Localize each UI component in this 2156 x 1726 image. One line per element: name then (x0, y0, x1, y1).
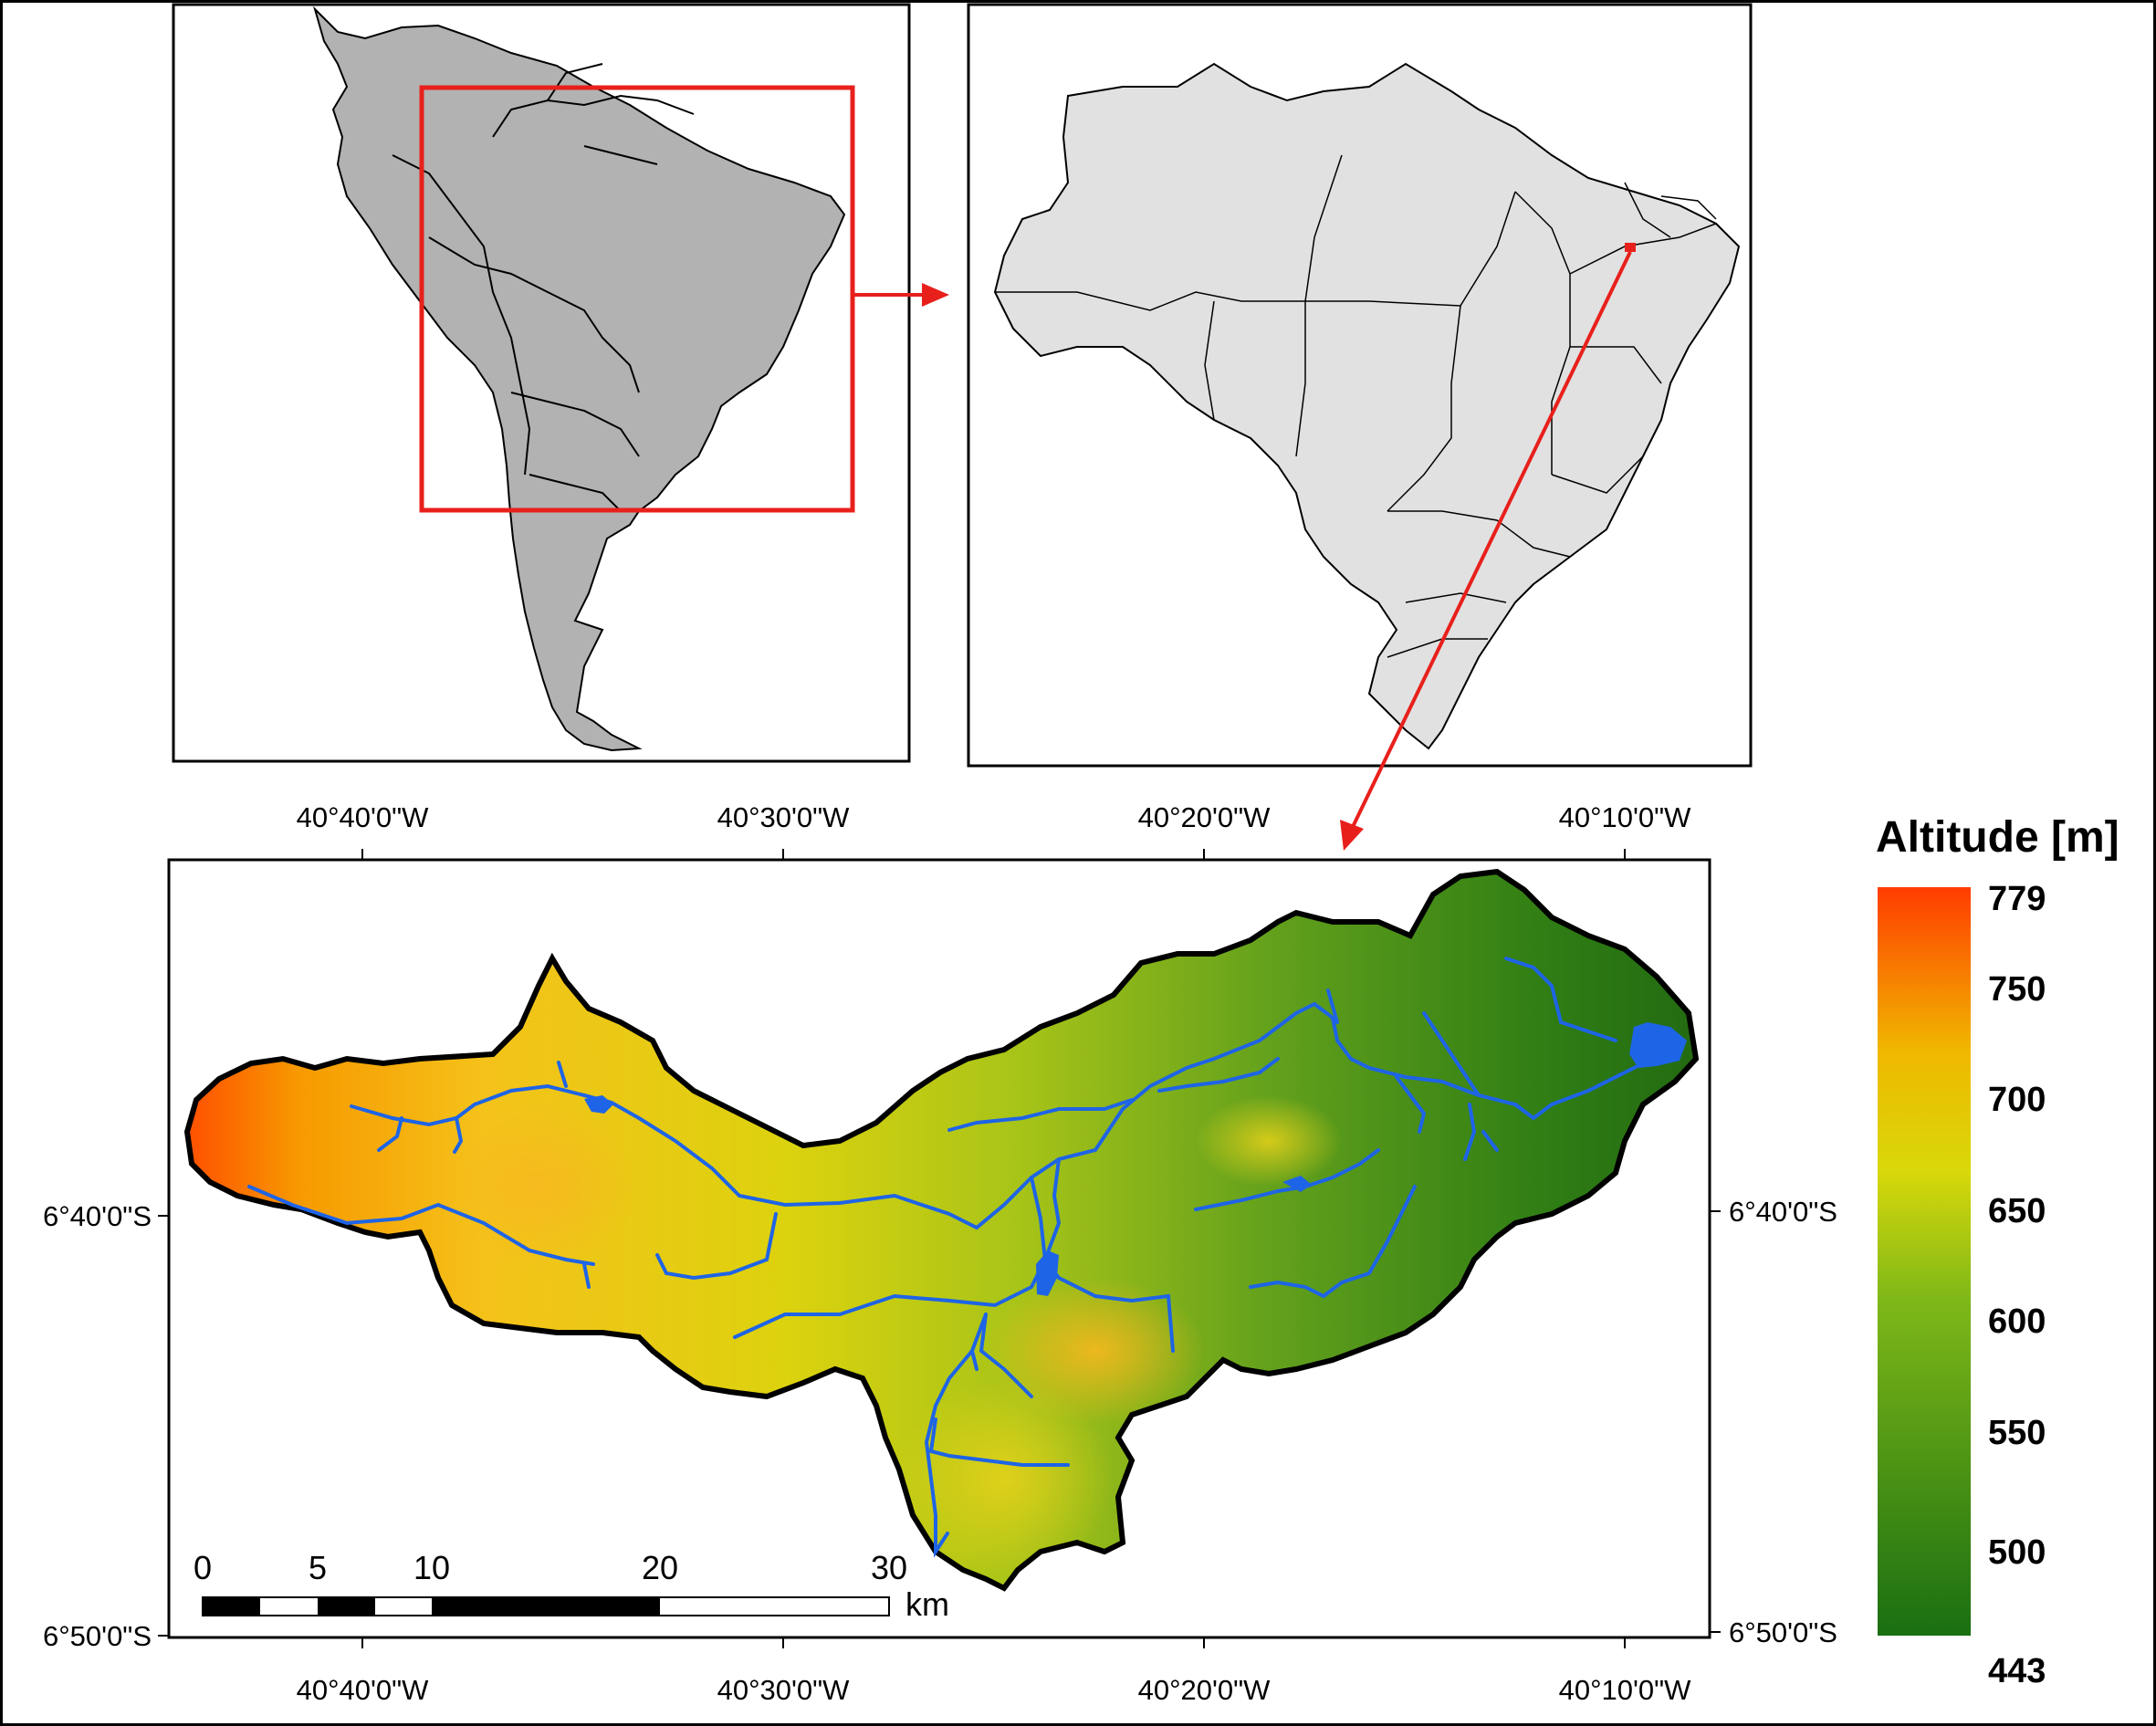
legend-color-bar (1878, 887, 1971, 1636)
axis-labels: 40°40'0"W 40°30'0"W 40°20'0"W 40°10'0"W … (43, 801, 1837, 1706)
right-lat-label-1: 6°40'0"S (1729, 1196, 1837, 1228)
bottom-lon-label-2: 40°30'0"W (717, 1674, 851, 1706)
scale-bar: 0 5 10 20 30 km (194, 1549, 949, 1623)
river-network (247, 957, 1677, 1558)
scale-label-5: 5 (309, 1549, 327, 1586)
scale-unit: km (905, 1585, 949, 1623)
bottom-lon-label-1: 40°40'0"W (297, 1674, 430, 1706)
legend-tick-650: 650 (1988, 1192, 2046, 1230)
top-lon-label-3: 40°20'0"W (1138, 801, 1272, 833)
legend-tick-600: 600 (1988, 1302, 2046, 1341)
reservoirs (584, 1022, 1687, 1296)
study-area-marker (1625, 243, 1636, 252)
reservoir-small (1282, 1176, 1312, 1192)
brazil-landmass (993, 62, 1741, 750)
scale-label-10: 10 (413, 1549, 450, 1586)
right-lat-label-2: 6°50'0"S (1729, 1616, 1837, 1648)
country-borders (392, 63, 695, 512)
legend-tick-550: 550 (1988, 1414, 2046, 1452)
top-lon-label-2: 40°30'0"W (717, 801, 851, 833)
legend-tick-700: 700 (1988, 1081, 2046, 1119)
reservoir-west (584, 1095, 613, 1114)
legend-max-label: 779 (1988, 880, 2046, 918)
legend-tick-750: 750 (1988, 970, 2046, 1009)
scale-label-30: 30 (871, 1549, 907, 1586)
top-lon-label-4: 40°10'0"W (1559, 801, 1692, 833)
bottom-lon-label-3: 40°20'0"W (1138, 1674, 1272, 1706)
south-america-inset (172, 3, 949, 763)
bottom-lon-label-4: 40°10'0"W (1559, 1674, 1692, 1706)
left-lat-label-2: 6°50'0"S (43, 1620, 152, 1652)
panel2-to-panel3-arrow (1340, 251, 1632, 851)
panel1-to-panel2-arrow (853, 283, 949, 307)
legend-title: Altitude [m] (1876, 813, 2119, 862)
brazil-inset (967, 3, 1753, 851)
zoom-extent-box (419, 85, 855, 513)
top-lon-label-1: 40°40'0"W (297, 801, 430, 833)
axis-ticks (158, 849, 1721, 1648)
legend-min-label: 443 (1988, 1652, 2046, 1690)
scale-label-0: 0 (194, 1549, 212, 1586)
reservoir-central (1036, 1250, 1059, 1296)
south-america-landmass (312, 5, 846, 752)
reservoir-east (1629, 1022, 1687, 1068)
scale-label-20: 20 (642, 1549, 678, 1586)
altitude-legend: Altitude [m] 779 750 700 650 600 550 500… (1876, 813, 2119, 1690)
watershed-map: 40°40'0"W 40°30'0"W 40°20'0"W 40°10'0"W … (43, 801, 1837, 1706)
legend-tick-500: 500 (1988, 1533, 2046, 1572)
left-lat-label-1: 6°40'0"S (43, 1200, 152, 1232)
